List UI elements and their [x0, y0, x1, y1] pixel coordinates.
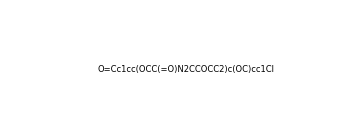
- Text: O=Cc1cc(OCC(=O)N2CCOCC2)c(OC)cc1Cl: O=Cc1cc(OCC(=O)N2CCOCC2)c(OC)cc1Cl: [97, 65, 274, 74]
